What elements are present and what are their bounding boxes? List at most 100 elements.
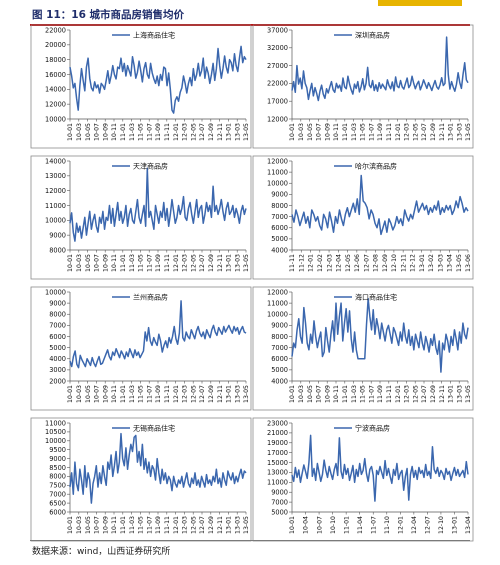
- x-tick-label: 12-01: [173, 516, 180, 534]
- x-tick-label: 12-01: [173, 123, 180, 141]
- legend-label: 宁波商品房: [355, 424, 390, 433]
- x-tick-label: 13-03: [437, 254, 444, 272]
- y-tick-label: 14000: [45, 86, 66, 94]
- x-tick-label: 12-07: [199, 516, 206, 534]
- chart-lanzhou: 2000 3000 4000 5000 6000 7000 8000 9000 10000 10-…: [30, 286, 252, 411]
- y-tick-label: 7000: [49, 322, 66, 330]
- x-tick-label: 13-01: [226, 385, 233, 403]
- y-tick-label: 19000: [267, 439, 288, 447]
- x-tick-label: 13-01: [226, 123, 233, 141]
- y-tick-label: 6000: [271, 224, 288, 232]
- x-tick-label: 10-01: [289, 385, 296, 403]
- x-tick-label: 10-03: [76, 385, 83, 403]
- source-note: 数据来源：wind，山西证券研究所: [32, 547, 171, 557]
- header-stripe: [378, 0, 462, 6]
- x-tick-label: 13-01: [419, 254, 426, 272]
- x-tick-label: 11-03: [129, 516, 136, 534]
- y-tick-label: 9000: [271, 191, 288, 199]
- x-tick-label: 10-11: [111, 516, 118, 534]
- x-tick-label: 12-09: [208, 254, 215, 272]
- y-tick-label: 4000: [271, 246, 288, 254]
- x-tick-label: 11-09: [155, 516, 162, 534]
- x-tick-label: 11-07: [368, 123, 375, 141]
- series-line: [69, 45, 247, 114]
- x-tick-label: 11-04: [357, 516, 364, 534]
- legend-label: 上海商品住宅: [133, 31, 175, 40]
- y-tick-label: 9000: [271, 322, 288, 330]
- y-tick-label: 9000: [271, 489, 288, 497]
- x-tick-label: 10-09: [102, 254, 109, 272]
- x-tick-label: 13-03: [456, 385, 463, 403]
- y-tick-label: 15000: [267, 459, 288, 467]
- x-tick-label: 11-12: [298, 254, 305, 272]
- x-tick-label: 13-05: [456, 254, 463, 272]
- y-tick-label: 8000: [271, 202, 288, 210]
- series-line: [69, 167, 247, 242]
- legend-label: 天津商品房: [133, 162, 168, 171]
- y-tick-label: 13000: [267, 469, 288, 477]
- x-tick-label: 13-01: [452, 516, 459, 534]
- x-tick-label: 12-09: [208, 516, 215, 534]
- y-tick-label: 8000: [271, 333, 288, 341]
- series-line: [291, 174, 469, 236]
- x-tick-label: 12-09: [430, 123, 437, 141]
- chart-frame: [30, 155, 252, 280]
- x-tick-label: 12-07: [421, 123, 428, 141]
- y-tick-label: 7000: [49, 491, 66, 499]
- x-tick-label: 11-03: [351, 123, 358, 141]
- y-tick-label: 8000: [49, 246, 66, 254]
- y-tick-label: 11000: [45, 202, 66, 210]
- chart-frame: [252, 286, 474, 411]
- x-tick-label: 11-05: [360, 123, 367, 141]
- y-tick-label: 14000: [45, 157, 66, 165]
- x-tick-label: 11-11: [164, 254, 171, 272]
- y-tick-label: 10000: [45, 437, 66, 445]
- x-tick-label: 11-05: [138, 385, 145, 403]
- x-tick-label: 10-11: [333, 385, 340, 403]
- chart-frame: [252, 24, 474, 149]
- y-tick-label: 13000: [45, 172, 66, 180]
- x-tick-label: 12-09: [208, 385, 215, 403]
- x-tick-label: 12-03: [404, 385, 411, 403]
- x-tick-label: 11-01: [120, 516, 127, 534]
- y-tick-label: 22000: [267, 80, 288, 88]
- x-tick-label: 13-05: [243, 385, 250, 403]
- x-tick-label: 12-04: [411, 516, 418, 534]
- x-tick-label: 10-05: [85, 254, 92, 272]
- x-tick-label: 11-01: [342, 385, 349, 403]
- chart-haikou: 4000 5000 6000 7000 8000 9000 10000 11000 12000 1…: [252, 286, 474, 411]
- x-tick-label: 10-11: [111, 123, 118, 141]
- x-tick-label: 10-09: [324, 385, 331, 403]
- x-tick-label: 11-07: [368, 385, 375, 403]
- x-tick-label: 12-07: [425, 516, 432, 534]
- legend-label: 哈尔滨商品房: [355, 162, 397, 171]
- x-tick-label: 12-11: [217, 516, 224, 534]
- series-line: [69, 300, 247, 369]
- y-tick-label: 12000: [267, 115, 288, 123]
- y-tick-label: 11000: [267, 479, 288, 487]
- x-tick-label: 12-10: [438, 516, 445, 534]
- y-tick-label: 17000: [267, 98, 288, 106]
- x-tick-label: 12-09: [430, 385, 437, 403]
- x-tick-label: 13-01: [448, 123, 455, 141]
- x-tick-label: 11-09: [155, 254, 162, 272]
- chart-frame: [30, 24, 252, 149]
- x-tick-label: 10-01: [289, 516, 296, 534]
- y-tick-label: 21000: [267, 429, 288, 437]
- x-tick-label: 13-01: [226, 516, 233, 534]
- x-tick-label: 10-09: [102, 123, 109, 141]
- x-tick-label: 13-03: [234, 254, 241, 272]
- x-tick-label: 12-05: [190, 385, 197, 403]
- y-tick-label: 7000: [271, 344, 288, 352]
- y-tick-label: 10000: [267, 180, 288, 188]
- y-tick-label: 23000: [267, 419, 288, 427]
- x-tick-label: 10-11: [111, 385, 118, 403]
- x-tick-label: 12-01: [173, 254, 180, 272]
- x-tick-label: 13-02: [428, 254, 435, 272]
- figure-title: 图 11：16 城市商品房销售均价: [32, 9, 185, 21]
- x-tick-label: 11-05: [360, 385, 367, 403]
- y-tick-label: 10000: [45, 288, 66, 296]
- x-tick-label: 12-03: [182, 385, 189, 403]
- x-tick-label: 11-01: [342, 123, 349, 141]
- x-tick-label: 10-07: [316, 516, 323, 534]
